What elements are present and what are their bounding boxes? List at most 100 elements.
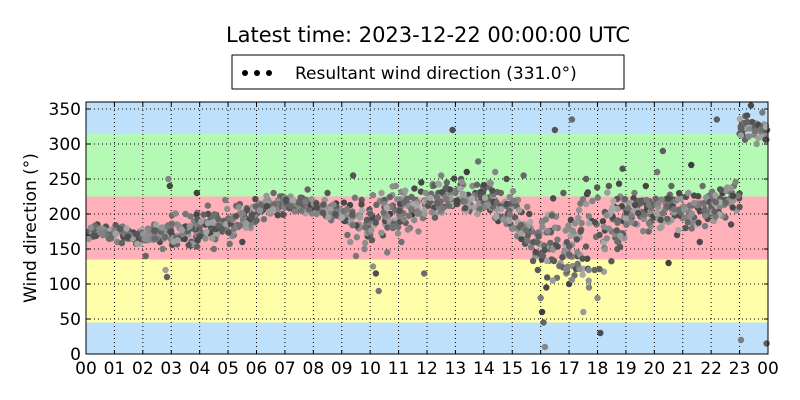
data-point: [603, 212, 610, 219]
data-point: [372, 270, 380, 277]
data-point: [631, 189, 638, 197]
data-point: [560, 189, 567, 197]
data-point: [529, 257, 537, 265]
data-point: [575, 206, 583, 214]
data-point: [194, 243, 201, 250]
data-point: [559, 254, 566, 261]
x-tick-label: 18: [587, 359, 609, 379]
data-point: [596, 231, 603, 239]
data-point: [556, 262, 563, 270]
data-point: [534, 266, 542, 274]
data-point: [574, 214, 582, 222]
x-tick-label: 23: [729, 359, 751, 379]
data-point: [585, 220, 593, 227]
data-point: [579, 196, 587, 203]
x-tick-label: 02: [132, 359, 154, 379]
data-point: [388, 223, 396, 231]
data-point: [645, 228, 652, 235]
data-point: [684, 219, 691, 226]
data-point: [503, 175, 510, 183]
data-point: [668, 182, 675, 190]
data-point: [543, 274, 551, 281]
data-point: [182, 210, 189, 218]
data-point: [594, 194, 601, 201]
data-point: [541, 246, 548, 254]
data-point: [696, 238, 703, 246]
data-point: [165, 175, 172, 183]
data-point: [484, 201, 492, 208]
data-point: [362, 224, 369, 231]
data-point: [459, 190, 466, 198]
data-point: [260, 216, 268, 223]
data-point: [541, 343, 549, 351]
data-point: [737, 132, 745, 139]
data-point: [554, 236, 561, 243]
data-point: [487, 180, 494, 187]
data-point: [90, 232, 97, 239]
data-point: [361, 245, 368, 253]
y-tick-label: 50: [59, 310, 81, 330]
data-point: [702, 194, 710, 201]
data-point: [548, 256, 555, 263]
data-point: [349, 222, 356, 229]
x-tick-label: 13: [445, 359, 467, 379]
data-point: [415, 210, 422, 217]
data-point: [242, 224, 250, 231]
y-tick-label: 200: [49, 205, 81, 225]
data-point: [574, 249, 581, 256]
data-point: [290, 196, 297, 204]
data-point: [562, 265, 570, 273]
data-point: [600, 223, 608, 230]
data-point: [591, 266, 598, 274]
data-point: [408, 205, 415, 213]
data-point: [325, 214, 332, 221]
data-point: [428, 208, 436, 216]
data-point: [539, 223, 546, 231]
y-tick-label: 0: [70, 345, 81, 365]
data-point: [166, 182, 174, 190]
data-point: [152, 221, 160, 229]
data-point: [596, 265, 603, 273]
data-point: [594, 294, 601, 302]
data-point: [443, 195, 450, 202]
data-point: [378, 189, 385, 197]
x-tick-label: 22: [700, 359, 722, 379]
data-point: [313, 204, 321, 211]
y-tick-label: 150: [49, 240, 81, 260]
data-point: [701, 207, 708, 214]
data-point: [197, 218, 205, 225]
data-point: [712, 192, 719, 199]
data-point: [450, 175, 458, 182]
data-point: [554, 243, 561, 250]
data-point: [185, 241, 192, 249]
data-point: [593, 184, 601, 191]
data-point: [543, 284, 550, 291]
data-point: [712, 213, 719, 220]
data-point: [338, 214, 346, 221]
data-point: [123, 225, 130, 232]
y-axis-label: Wind direction (°): [21, 153, 41, 303]
data-point: [585, 277, 592, 284]
data-point: [368, 227, 375, 234]
data-point: [685, 189, 692, 197]
data-point: [187, 213, 194, 220]
x-tick-label: 08: [303, 359, 325, 379]
data-point: [543, 257, 551, 265]
data-point: [474, 158, 482, 165]
data-point: [568, 116, 576, 123]
data-point: [404, 226, 412, 233]
data-point: [763, 340, 770, 347]
x-tick-label: 00: [757, 359, 779, 379]
data-point: [582, 175, 590, 183]
data-point: [659, 210, 667, 217]
data-point: [711, 208, 718, 215]
data-point: [380, 209, 387, 216]
data-point: [489, 187, 496, 194]
data-point: [573, 236, 580, 243]
data-point: [542, 216, 550, 223]
data-point: [480, 181, 488, 189]
data-point: [400, 199, 408, 206]
data-point: [537, 294, 544, 302]
x-tick-label: 04: [189, 359, 211, 379]
